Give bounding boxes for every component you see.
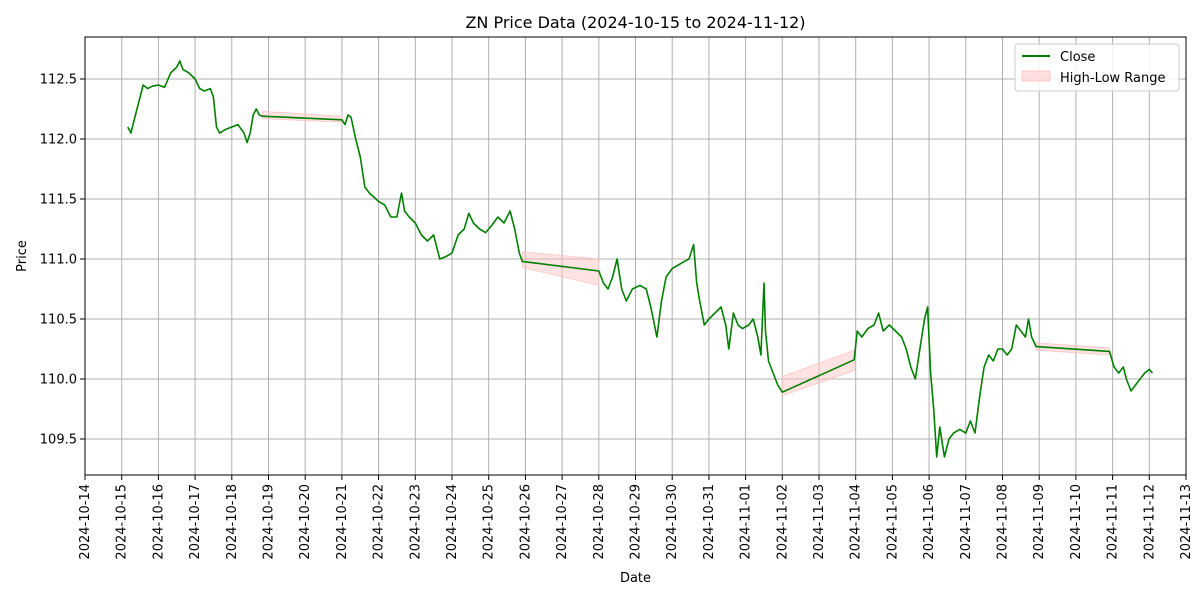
- y-tick-label: 109.5: [40, 433, 77, 448]
- chart-title: ZN Price Data (2024-10-15 to 2024-11-12): [465, 13, 805, 32]
- x-tick-label: 2024-10-21: [335, 484, 350, 560]
- x-tick-label: 2024-11-05: [885, 484, 900, 560]
- legend: Close High-Low Range: [1014, 43, 1180, 92]
- x-tick-label: 2024-11-08: [996, 484, 1011, 560]
- x-tick-label: 2024-10-19: [262, 484, 277, 560]
- x-tick-label: 2024-10-28: [592, 484, 607, 560]
- x-tick-label: 2024-11-03: [812, 484, 827, 560]
- x-tick-label: 2024-11-07: [959, 484, 974, 560]
- y-tick-label: 110.0: [40, 373, 77, 388]
- x-tick-label: 2024-10-29: [629, 484, 644, 560]
- x-tick-label: 2024-11-09: [1032, 484, 1047, 560]
- close-price-line: [127, 60, 1154, 458]
- y-axis: 109.5 110.0 110.5 111.0 111.5 112.0 112.5: [40, 73, 85, 448]
- legend-range-swatch: [1021, 70, 1051, 82]
- x-tick-label: 2024-10-20: [298, 484, 313, 560]
- x-tick-label: 2024-10-23: [408, 484, 423, 560]
- x-axis-label: Date: [620, 571, 651, 586]
- y-tick-label: 110.5: [40, 313, 77, 328]
- legend-box: [1014, 43, 1180, 92]
- x-tick-label: 2024-11-06: [922, 484, 937, 560]
- x-tick-label: 2024-11-10: [1069, 484, 1084, 560]
- y-tick-label: 111.5: [40, 193, 77, 208]
- y-tick-label: 111.0: [40, 253, 77, 268]
- x-tick-label: 2024-11-11: [1106, 484, 1121, 560]
- x-tick-label: 2024-11-01: [739, 484, 754, 560]
- x-tick-label: 2024-10-30: [665, 484, 680, 560]
- x-tick-label: 2024-10-26: [518, 484, 533, 560]
- high-low-band: [521, 251, 600, 286]
- y-tick-label: 112.5: [40, 73, 77, 88]
- x-tick-label: 2024-10-18: [225, 484, 240, 560]
- grid-layer: [84, 37, 1187, 475]
- x-tick-label: 2024-10-15: [115, 484, 130, 560]
- y-tick-label: 112.0: [40, 133, 77, 148]
- x-tick-label: 2024-10-14: [78, 484, 93, 560]
- x-tick-label: 2024-11-13: [1179, 484, 1194, 560]
- x-tick-label: 2024-11-04: [849, 484, 864, 560]
- x-tick-label: 2024-10-31: [702, 484, 717, 560]
- x-tick-label: 2024-10-25: [482, 484, 497, 560]
- high-low-band: [781, 349, 855, 397]
- x-tick-label: 2024-10-27: [555, 484, 570, 560]
- x-tick-label: 2024-10-24: [445, 484, 460, 560]
- x-tick-label: 2024-10-16: [151, 484, 166, 560]
- y-axis-label: Price: [15, 240, 30, 272]
- x-tick-label: 2024-10-22: [372, 484, 387, 560]
- legend-close-label: Close: [1060, 50, 1095, 65]
- x-tick-label: 2024-10-17: [188, 484, 203, 560]
- legend-range-label: High-Low Range: [1060, 71, 1166, 86]
- line-layer: [127, 60, 1154, 458]
- x-tick-label: 2024-11-02: [775, 484, 790, 560]
- x-axis: 2024-10-14 2024-10-15 2024-10-16 2024-10-17…: [78, 475, 1194, 560]
- band-layer: [261, 110, 1110, 397]
- x-tick-label: 2024-11-12: [1142, 484, 1157, 560]
